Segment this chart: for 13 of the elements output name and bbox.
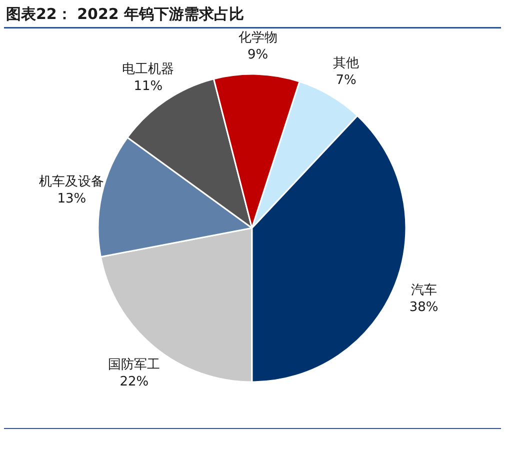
slice-label: 其他 [333,56,360,71]
data-label: 7% [336,72,356,88]
data-label: 9% [247,47,268,62]
data-label: 11% [134,79,163,94]
data-label: 38% [409,300,438,316]
slice-label: 电工机器 [122,62,174,78]
data-label: 22% [120,374,149,390]
slice-label: 化学物 [238,30,278,46]
slice-label: 汽车 [410,283,437,298]
data-label: 13% [57,192,86,207]
slice-label: 机车及设备 [39,174,104,190]
slice-label: 国防军工 [108,357,160,372]
chart-title: 图表22： 2022 年钨下游需求占比 [6,5,244,23]
